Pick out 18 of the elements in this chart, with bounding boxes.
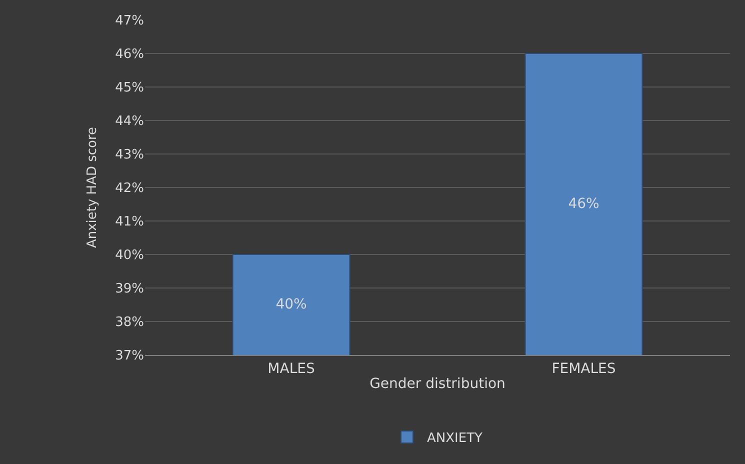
y-tick-label: 39% xyxy=(115,282,144,297)
y-tick-label: 37% xyxy=(115,348,144,364)
x-tick-label: FEMALES xyxy=(552,360,616,377)
y-tick-label: 47% xyxy=(115,14,144,29)
y-tick-label: 41% xyxy=(115,214,144,230)
y-tick-label: 45% xyxy=(115,80,144,96)
y-tick-label: 40% xyxy=(115,248,144,264)
data-label: 40% xyxy=(276,296,307,312)
legend-label: ANXIETY xyxy=(427,431,483,446)
x-axis-title: Gender distribution xyxy=(370,376,506,392)
y-tick-label: 46% xyxy=(115,47,144,62)
y-tick-label: 43% xyxy=(115,148,144,163)
y-tick-label: 44% xyxy=(115,114,144,130)
y-tick-label: 38% xyxy=(115,315,144,330)
x-tick-label: MALES xyxy=(268,360,315,377)
y-tick-label: 42% xyxy=(115,181,144,196)
data-label: 46% xyxy=(568,196,600,212)
y-axis-title: Anxiety HAD score xyxy=(85,126,100,248)
